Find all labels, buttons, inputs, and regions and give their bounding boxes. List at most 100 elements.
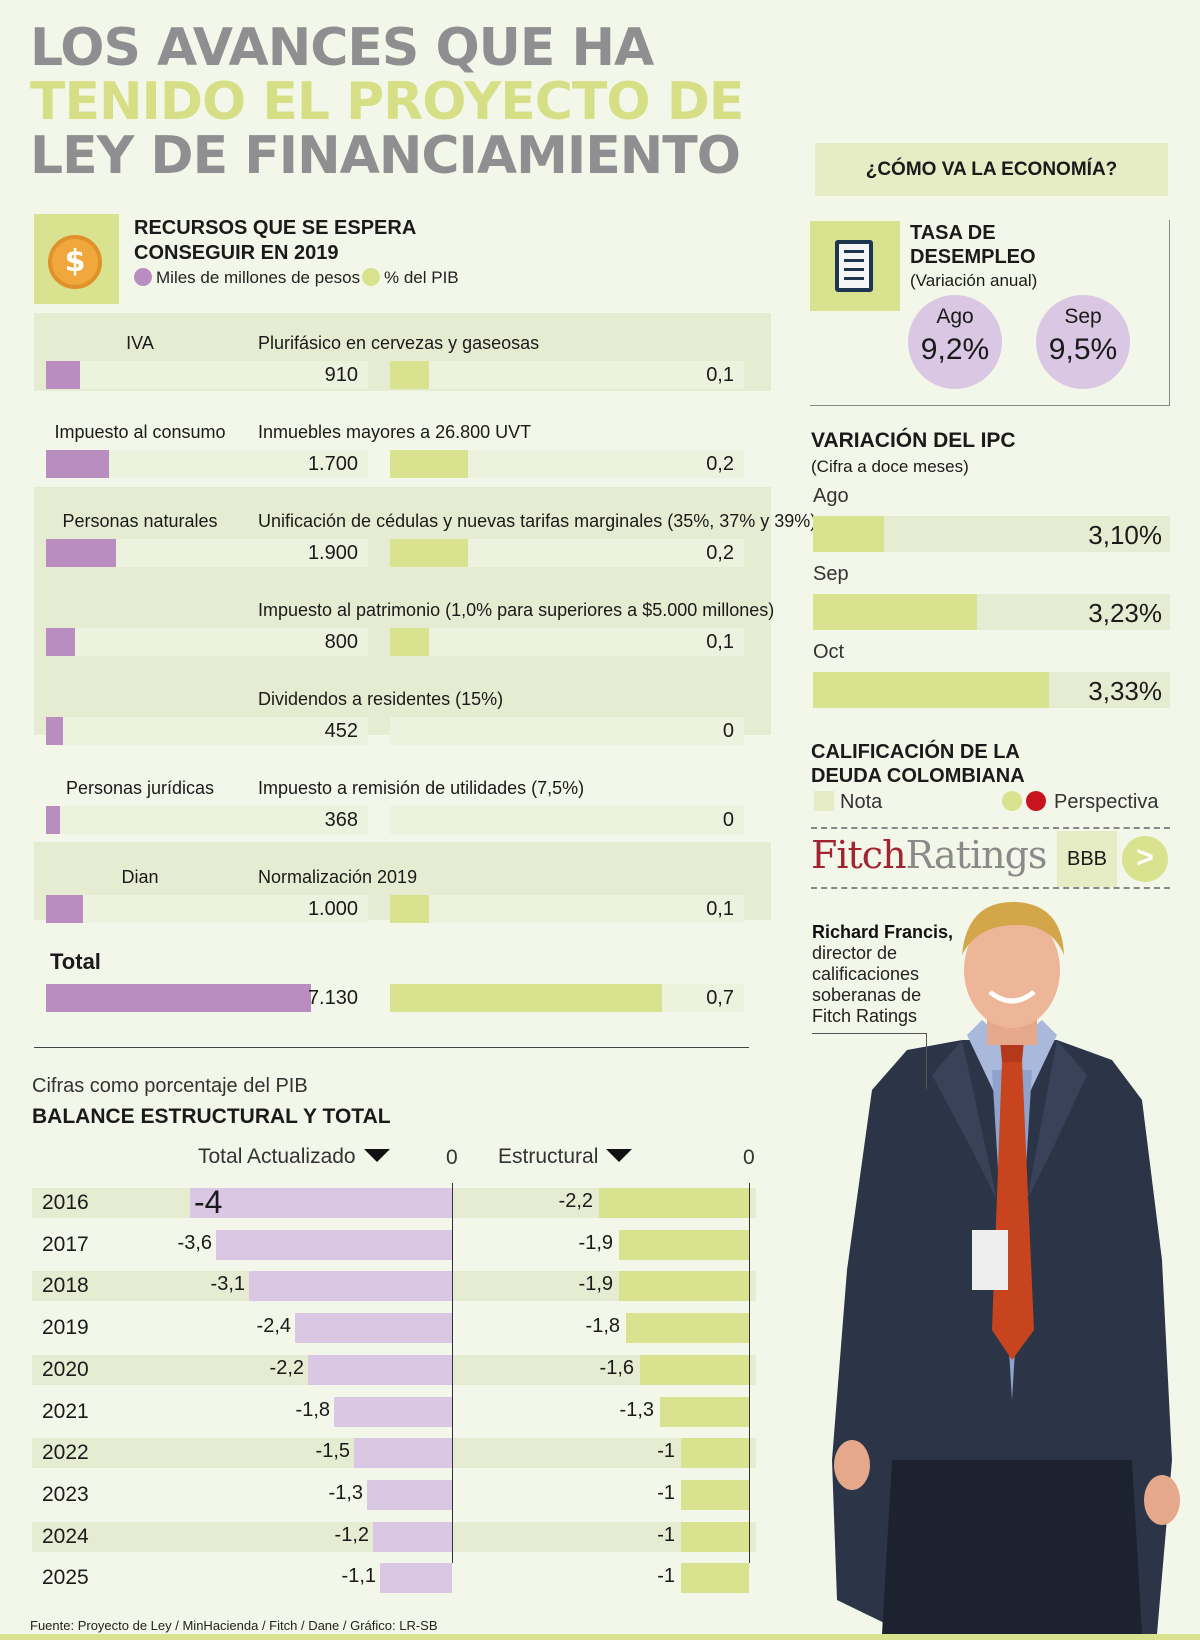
total-pesos-bar <box>46 984 311 1012</box>
balance-year: 2021 <box>42 1400 89 1423</box>
axis-total <box>452 1183 453 1563</box>
green-dot-icon <box>362 268 380 286</box>
ipc-bar <box>813 672 1049 708</box>
quote-name: Richard Francis, <box>812 922 954 942</box>
pib-bar <box>390 539 468 567</box>
estructural-label: -1 <box>657 1524 675 1546</box>
desempleo-subtitle: (Variación anual) <box>910 271 1038 290</box>
total-actualizado-bar <box>190 1188 452 1218</box>
row-category: Personas naturales <box>62 511 218 531</box>
pib-bar <box>390 895 429 923</box>
headline-line-2: TENIDO EL PROYECTO DE <box>30 72 744 132</box>
economia-header: ¿CÓMO VA LA ECONOMÍA? <box>815 143 1168 196</box>
pesos-track: 800 <box>46 628 368 656</box>
ipc-value: 3,10% <box>1088 520 1162 550</box>
balance-year: 2024 <box>42 1525 89 1548</box>
row-description: Unificación de cédulas y nuevas tarifas … <box>258 511 817 531</box>
ipc-value: 3,33% <box>1088 676 1162 706</box>
bottom-strip <box>0 1634 1200 1640</box>
legend-perspectiva: Perspectiva <box>1002 791 1159 814</box>
ipc-month-label: Ago <box>813 485 849 507</box>
balance-year: 2025 <box>42 1566 89 1589</box>
desempleo-circle-ago: Ago 9,2% <box>908 295 1002 389</box>
estructural-bar <box>619 1271 749 1301</box>
pesos-track: 1.700 <box>46 450 368 478</box>
balance-year: 2018 <box>42 1274 89 1297</box>
estructural-label: -1,6 <box>599 1357 634 1379</box>
ipc-track: 3,10% <box>813 516 1170 552</box>
estructural-bar <box>681 1563 749 1593</box>
ipc-subtitle: (Cifra a doce meses) <box>811 457 969 476</box>
estructural-bar <box>619 1230 749 1260</box>
total-actualizado-bar <box>308 1355 452 1385</box>
axis-estructural <box>749 1183 750 1563</box>
pesos-bar <box>46 895 83 923</box>
pib-value: 0,2 <box>706 542 734 564</box>
total-actualizado-label: -1,3 <box>328 1482 363 1504</box>
header-estructural: Estructural <box>498 1145 633 1169</box>
row-description: Impuesto a remisión de utilidades (7,5%) <box>258 778 585 798</box>
estructural-label: -2,2 <box>558 1190 593 1212</box>
total-actualizado-label: -3,6 <box>177 1232 212 1254</box>
total-pesos-value: 7.130 <box>307 987 358 1009</box>
outlook-arrow-icon: > <box>1122 836 1168 882</box>
green-dot-icon <box>1002 791 1022 811</box>
total-actualizado-label: -1,5 <box>315 1440 350 1462</box>
row-description: Normalización 2019 <box>258 867 418 887</box>
total-actualizado-label: -1,1 <box>341 1565 376 1587</box>
balance-row: 2016 -4 -2,2 <box>32 1184 756 1220</box>
pointer-line-horizontal <box>812 1033 926 1034</box>
pesos-value: 452 <box>324 720 358 742</box>
balance-row: 2025 -1,1 -1 <box>32 1563 756 1593</box>
total-pib-value: 0,7 <box>706 987 734 1009</box>
row-category: IVA <box>126 333 154 353</box>
legend-pib: % del PIB <box>362 268 459 288</box>
pesos-track: 1.000 <box>46 895 368 923</box>
balance-year: 2019 <box>42 1316 89 1339</box>
recursos-title: RECURSOS QUE SE ESPERA CONSEGUIR EN 2019 <box>134 217 416 264</box>
total-label: Total <box>50 949 101 974</box>
pesos-value: 800 <box>324 631 358 653</box>
balance-year: 2022 <box>42 1441 89 1464</box>
row-category: Dian <box>121 867 159 887</box>
rating-badge: BBB <box>1057 831 1117 887</box>
pib-bar <box>390 361 429 389</box>
dashed-line-bottom <box>811 887 1170 889</box>
pib-track: 0,2 <box>390 450 744 478</box>
estructural-bar <box>660 1397 749 1427</box>
dashed-line-top <box>811 827 1170 829</box>
triangle-down-icon <box>606 1149 633 1162</box>
pesos-bar <box>46 717 63 745</box>
pointer-line-vertical <box>926 1033 927 1089</box>
total-actualizado-label: -3,1 <box>210 1273 245 1295</box>
source-note: Fuente: Proyecto de Ley / MinHacienda / … <box>30 1618 438 1633</box>
total-actualizado-label: -1,2 <box>334 1524 369 1546</box>
ipc-month-label: Oct <box>813 641 845 663</box>
pesos-bar <box>46 806 60 834</box>
pib-value: 0 <box>722 809 734 831</box>
row-description: Plurifásico en cervezas y gaseosas <box>258 333 540 353</box>
pesos-track: 910 <box>46 361 368 389</box>
pesos-track: 452 <box>46 717 368 745</box>
ipc-bar <box>813 516 884 552</box>
pesos-value: 1.700 <box>307 453 358 475</box>
total-actualizado-bar <box>249 1271 452 1301</box>
pesos-value: 1.000 <box>307 898 358 920</box>
balance-year: 2017 <box>42 1233 89 1256</box>
total-actualizado-bar <box>216 1230 452 1260</box>
estructural-label: -1,9 <box>578 1273 613 1295</box>
pib-value: 0 <box>722 720 734 742</box>
total-actualizado-bar <box>380 1563 452 1593</box>
pesos-bar <box>46 361 80 389</box>
balance-row: 2019 -2,4 -1,8 <box>32 1313 756 1343</box>
pib-bar <box>390 628 429 656</box>
balance-row: 2017 -3,6 -1,9 <box>32 1230 756 1260</box>
estructural-label: -1 <box>657 1482 675 1504</box>
ipc-month-label: Sep <box>813 563 849 585</box>
pib-track: 0 <box>390 806 744 834</box>
balance-title: BALANCE ESTRUCTURAL Y TOTAL <box>32 1105 391 1128</box>
coins-icon: $ <box>48 235 102 289</box>
estructural-label: -1,9 <box>578 1232 613 1254</box>
total-pib-track: 0,7 <box>390 984 744 1012</box>
desempleo-circle-sep: Sep 9,5% <box>1036 295 1130 389</box>
